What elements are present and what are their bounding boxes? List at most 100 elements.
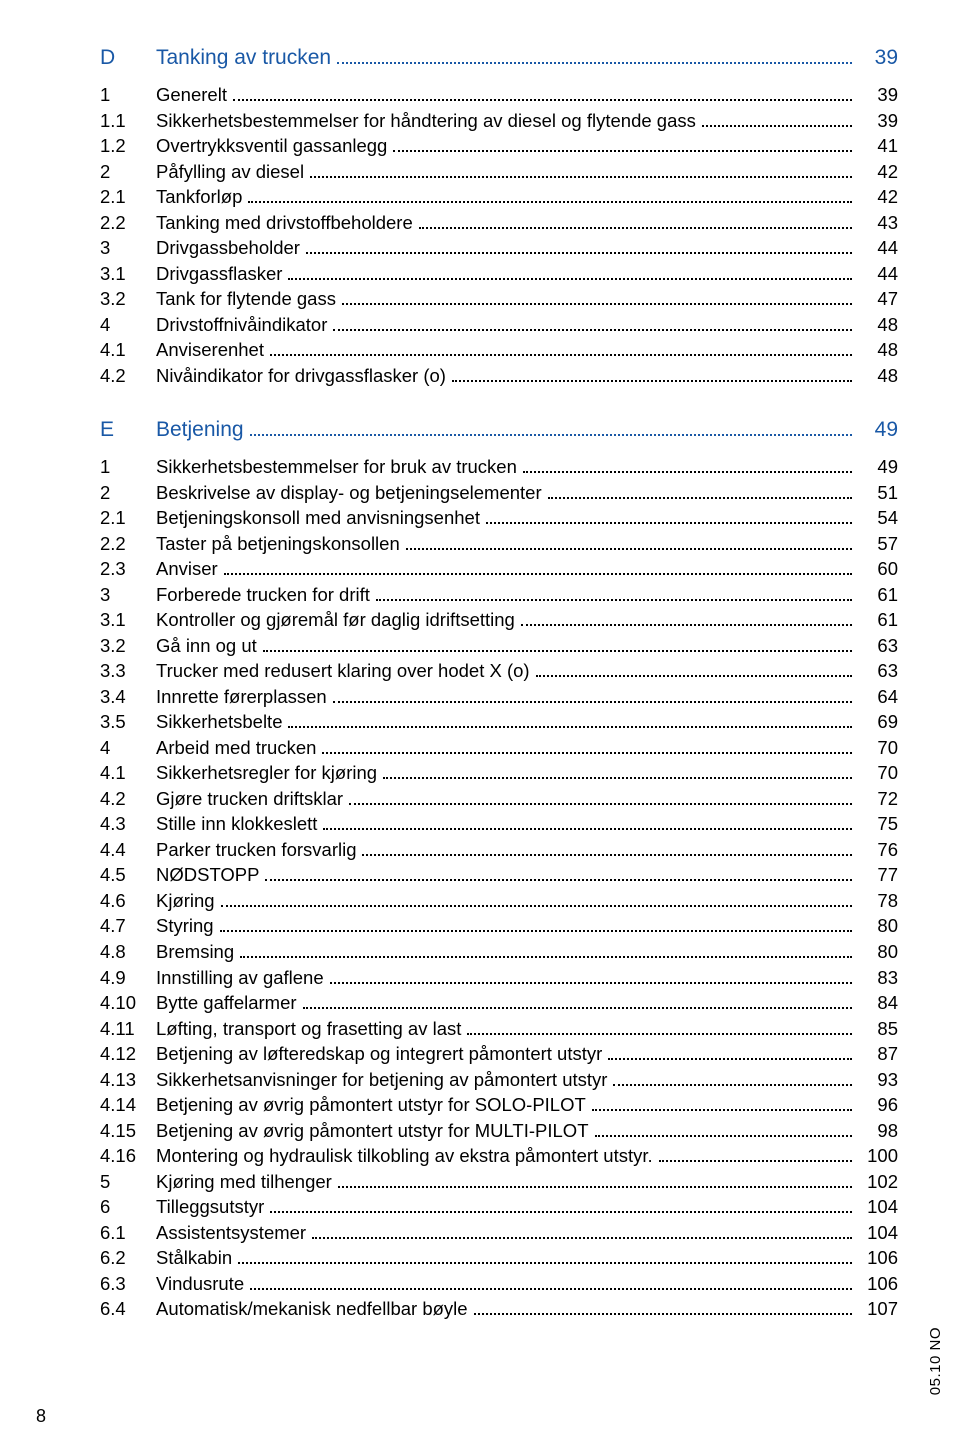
toc-row: 4.12Betjening av løfteredskap og integre… <box>100 1041 898 1067</box>
toc-row: 6.3Vindusrute106 <box>100 1271 898 1297</box>
section-page: 49 <box>858 418 898 442</box>
toc-item-number: 4.12 <box>100 1041 156 1067</box>
toc-item-title: Kjøring <box>156 888 215 914</box>
toc-item-number: 1 <box>100 454 156 480</box>
leader-dots <box>702 113 852 127</box>
toc-item-page: 96 <box>858 1092 898 1118</box>
toc-item-page: 98 <box>858 1118 898 1144</box>
toc-item-number: 3.2 <box>100 286 156 312</box>
leader-dots <box>288 714 852 728</box>
toc-item-number: 3 <box>100 235 156 261</box>
toc-item-number: 2.1 <box>100 184 156 210</box>
toc-item-title: Styring <box>156 913 214 939</box>
leader-dots <box>333 317 852 331</box>
leader-dots <box>536 663 852 677</box>
toc-item-title: Tank for flytende gass <box>156 286 336 312</box>
toc-item-number: 4.5 <box>100 862 156 888</box>
toc-item-page: 42 <box>858 184 898 210</box>
toc-item-title: Overtrykksventil gassanlegg <box>156 133 387 159</box>
toc-item-title: Betjening av øvrig påmontert utstyr for … <box>156 1092 586 1118</box>
toc-item-number: 3.4 <box>100 684 156 710</box>
toc-item-page: 41 <box>858 133 898 159</box>
toc-row: 4.2Nivåindikator for drivgassflasker (o)… <box>100 363 898 389</box>
leader-dots <box>250 420 852 437</box>
toc-item-page: 61 <box>858 607 898 633</box>
leader-dots <box>224 561 852 575</box>
toc-item-page: 54 <box>858 505 898 531</box>
section-header: EBetjening49 <box>100 418 898 442</box>
toc-item-title: Drivgassflasker <box>156 261 282 287</box>
toc-item-title: Vindusrute <box>156 1271 244 1297</box>
toc-item-page: 80 <box>858 913 898 939</box>
toc-item-page: 51 <box>858 480 898 506</box>
leader-dots <box>270 1199 852 1213</box>
toc-row: 1Generelt39 <box>100 82 898 108</box>
toc-item-number: 2 <box>100 159 156 185</box>
toc-item-page: 106 <box>858 1245 898 1271</box>
toc-row: 6Tilleggsutstyr 104 <box>100 1194 898 1220</box>
toc-item-number: 6.4 <box>100 1296 156 1322</box>
toc-item-page: 64 <box>858 684 898 710</box>
toc-item-number: 3 <box>100 582 156 608</box>
toc-item-number: 4.1 <box>100 760 156 786</box>
toc-item-title: Gjøre trucken driftsklar <box>156 786 343 812</box>
toc-item-number: 2.3 <box>100 556 156 582</box>
toc-item-title: Drivstoffnivåindikator <box>156 312 327 338</box>
leader-dots <box>406 536 852 550</box>
leader-dots <box>322 740 852 754</box>
toc-item-title: Sikkerhetsbestemmelser for håndtering av… <box>156 108 696 134</box>
toc-row: 4Arbeid med trucken70 <box>100 735 898 761</box>
leader-dots <box>467 1021 852 1035</box>
toc-item-title: Tankforløp <box>156 184 242 210</box>
toc-item-number: 4.3 <box>100 811 156 837</box>
toc-item-title: Tilleggsutstyr <box>156 1194 264 1220</box>
toc-item-number: 4.2 <box>100 786 156 812</box>
toc-row: 4.7Styring80 <box>100 913 898 939</box>
page-number: 8 <box>36 1406 46 1427</box>
toc-item-number: 4.13 <box>100 1067 156 1093</box>
toc-item-title: Gå inn og ut <box>156 633 257 659</box>
leader-dots <box>310 164 852 178</box>
toc-item-title: Betjening av øvrig påmontert utstyr for … <box>156 1118 589 1144</box>
toc-item-number: 4.14 <box>100 1092 156 1118</box>
leader-dots <box>474 1301 852 1315</box>
toc-row: 6.2Stålkabin106 <box>100 1245 898 1271</box>
toc-item-title: Generelt <box>156 82 227 108</box>
toc-item-title: Betjening av løfteredskap og integrert p… <box>156 1041 602 1067</box>
leader-dots <box>312 1225 852 1239</box>
toc-item-title: Stille inn klokkeslett <box>156 811 317 837</box>
toc-item-page: 57 <box>858 531 898 557</box>
toc-item-number: 4.8 <box>100 939 156 965</box>
toc-item-title: Bremsing <box>156 939 234 965</box>
toc-item-number: 4.11 <box>100 1016 156 1042</box>
leader-dots <box>419 215 852 229</box>
toc-row: 2.2Taster på betjeningskonsollen57 <box>100 531 898 557</box>
toc-item-page: 69 <box>858 709 898 735</box>
toc-row: 4.2Gjøre trucken driftsklar72 <box>100 786 898 812</box>
toc-item-page: 104 <box>858 1194 898 1220</box>
leader-dots <box>265 867 852 881</box>
leader-dots <box>452 368 852 382</box>
toc-section: EBetjening49 1Sikkerhetsbestemmelser for … <box>100 418 898 1322</box>
toc-item-title: Tanking med drivstoffbeholdere <box>156 210 413 236</box>
toc-row: 4.3Stille inn klokkeslett75 <box>100 811 898 837</box>
toc-item-page: 39 <box>858 82 898 108</box>
leader-dots <box>303 995 852 1009</box>
toc-item-title: Forberede trucken for drift <box>156 582 370 608</box>
leader-dots <box>659 1148 852 1162</box>
leader-dots <box>263 638 852 652</box>
toc-row: 1.1Sikkerhetsbestemmelser for håndtering… <box>100 108 898 134</box>
leader-dots <box>250 1276 852 1290</box>
toc-item-title: Betjeningskonsoll med anvisningsenhet <box>156 505 480 531</box>
toc-item-page: 63 <box>858 658 898 684</box>
toc-item-title: Innrette førerplassen <box>156 684 327 710</box>
toc-item-page: 102 <box>858 1169 898 1195</box>
toc-item-number: 4 <box>100 735 156 761</box>
toc-item-page: 42 <box>858 159 898 185</box>
toc-row: 1Sikkerhetsbestemmelser for bruk av truc… <box>100 454 898 480</box>
toc-item-title: Innstilling av gaflene <box>156 965 324 991</box>
toc-row: 3.2Tank for flytende gass47 <box>100 286 898 312</box>
toc-item-page: 49 <box>858 454 898 480</box>
toc-item-number: 6 <box>100 1194 156 1220</box>
section-title: Tanking av trucken <box>156 46 331 70</box>
